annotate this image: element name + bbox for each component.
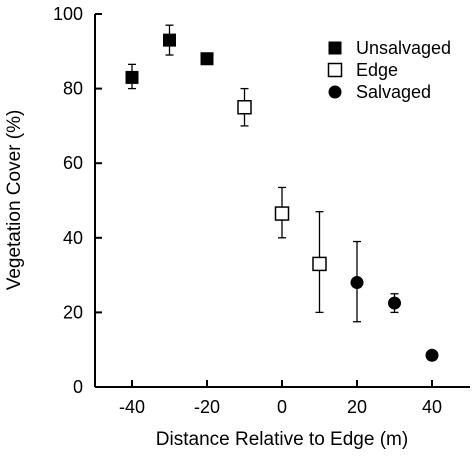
data-point-edge [237,100,252,115]
legend-label-unsalvaged: Unsalvaged [356,38,451,58]
y-ticks: 0 20 40 60 80 100 [53,4,102,397]
y-tick-label: 20 [63,302,83,322]
data-point-salvaged [388,296,401,310]
data-point-unsalvaged [125,70,139,84]
legend-label-edge: Edge [356,60,398,80]
data-point-salvaged [425,348,439,362]
data-point-salvaged [350,276,364,290]
y-tick-label: 60 [63,153,83,173]
legend-marker-edge [327,62,343,78]
y-axis-label: Vegetation Cover (%) [4,110,25,291]
legend-label-salvaged: Salvaged [356,82,431,102]
data-point-edge [274,206,290,221]
x-ticks: -40 -20 0 20 40 [119,380,442,417]
legend-marker-unsalvaged [328,41,342,55]
legend-marker-salvaged [328,85,342,99]
y-tick-label: 100 [53,4,83,24]
x-tick-label: 40 [422,397,442,417]
y-tick-label: 40 [63,228,83,248]
x-tick-label: -20 [194,397,220,417]
y-tick-label: 80 [63,79,83,99]
x-tick-label: 0 [277,397,287,417]
data-markers [125,33,439,362]
data-point-unsalvaged [200,52,214,66]
data-point-edge [312,256,327,272]
data-point-unsalvaged [163,33,176,47]
x-tick-label: 20 [347,397,367,417]
x-axis-label: Distance Relative to Edge (m) [156,429,408,450]
y-tick-label: 0 [73,377,83,397]
x-tick-label: -40 [119,397,145,417]
